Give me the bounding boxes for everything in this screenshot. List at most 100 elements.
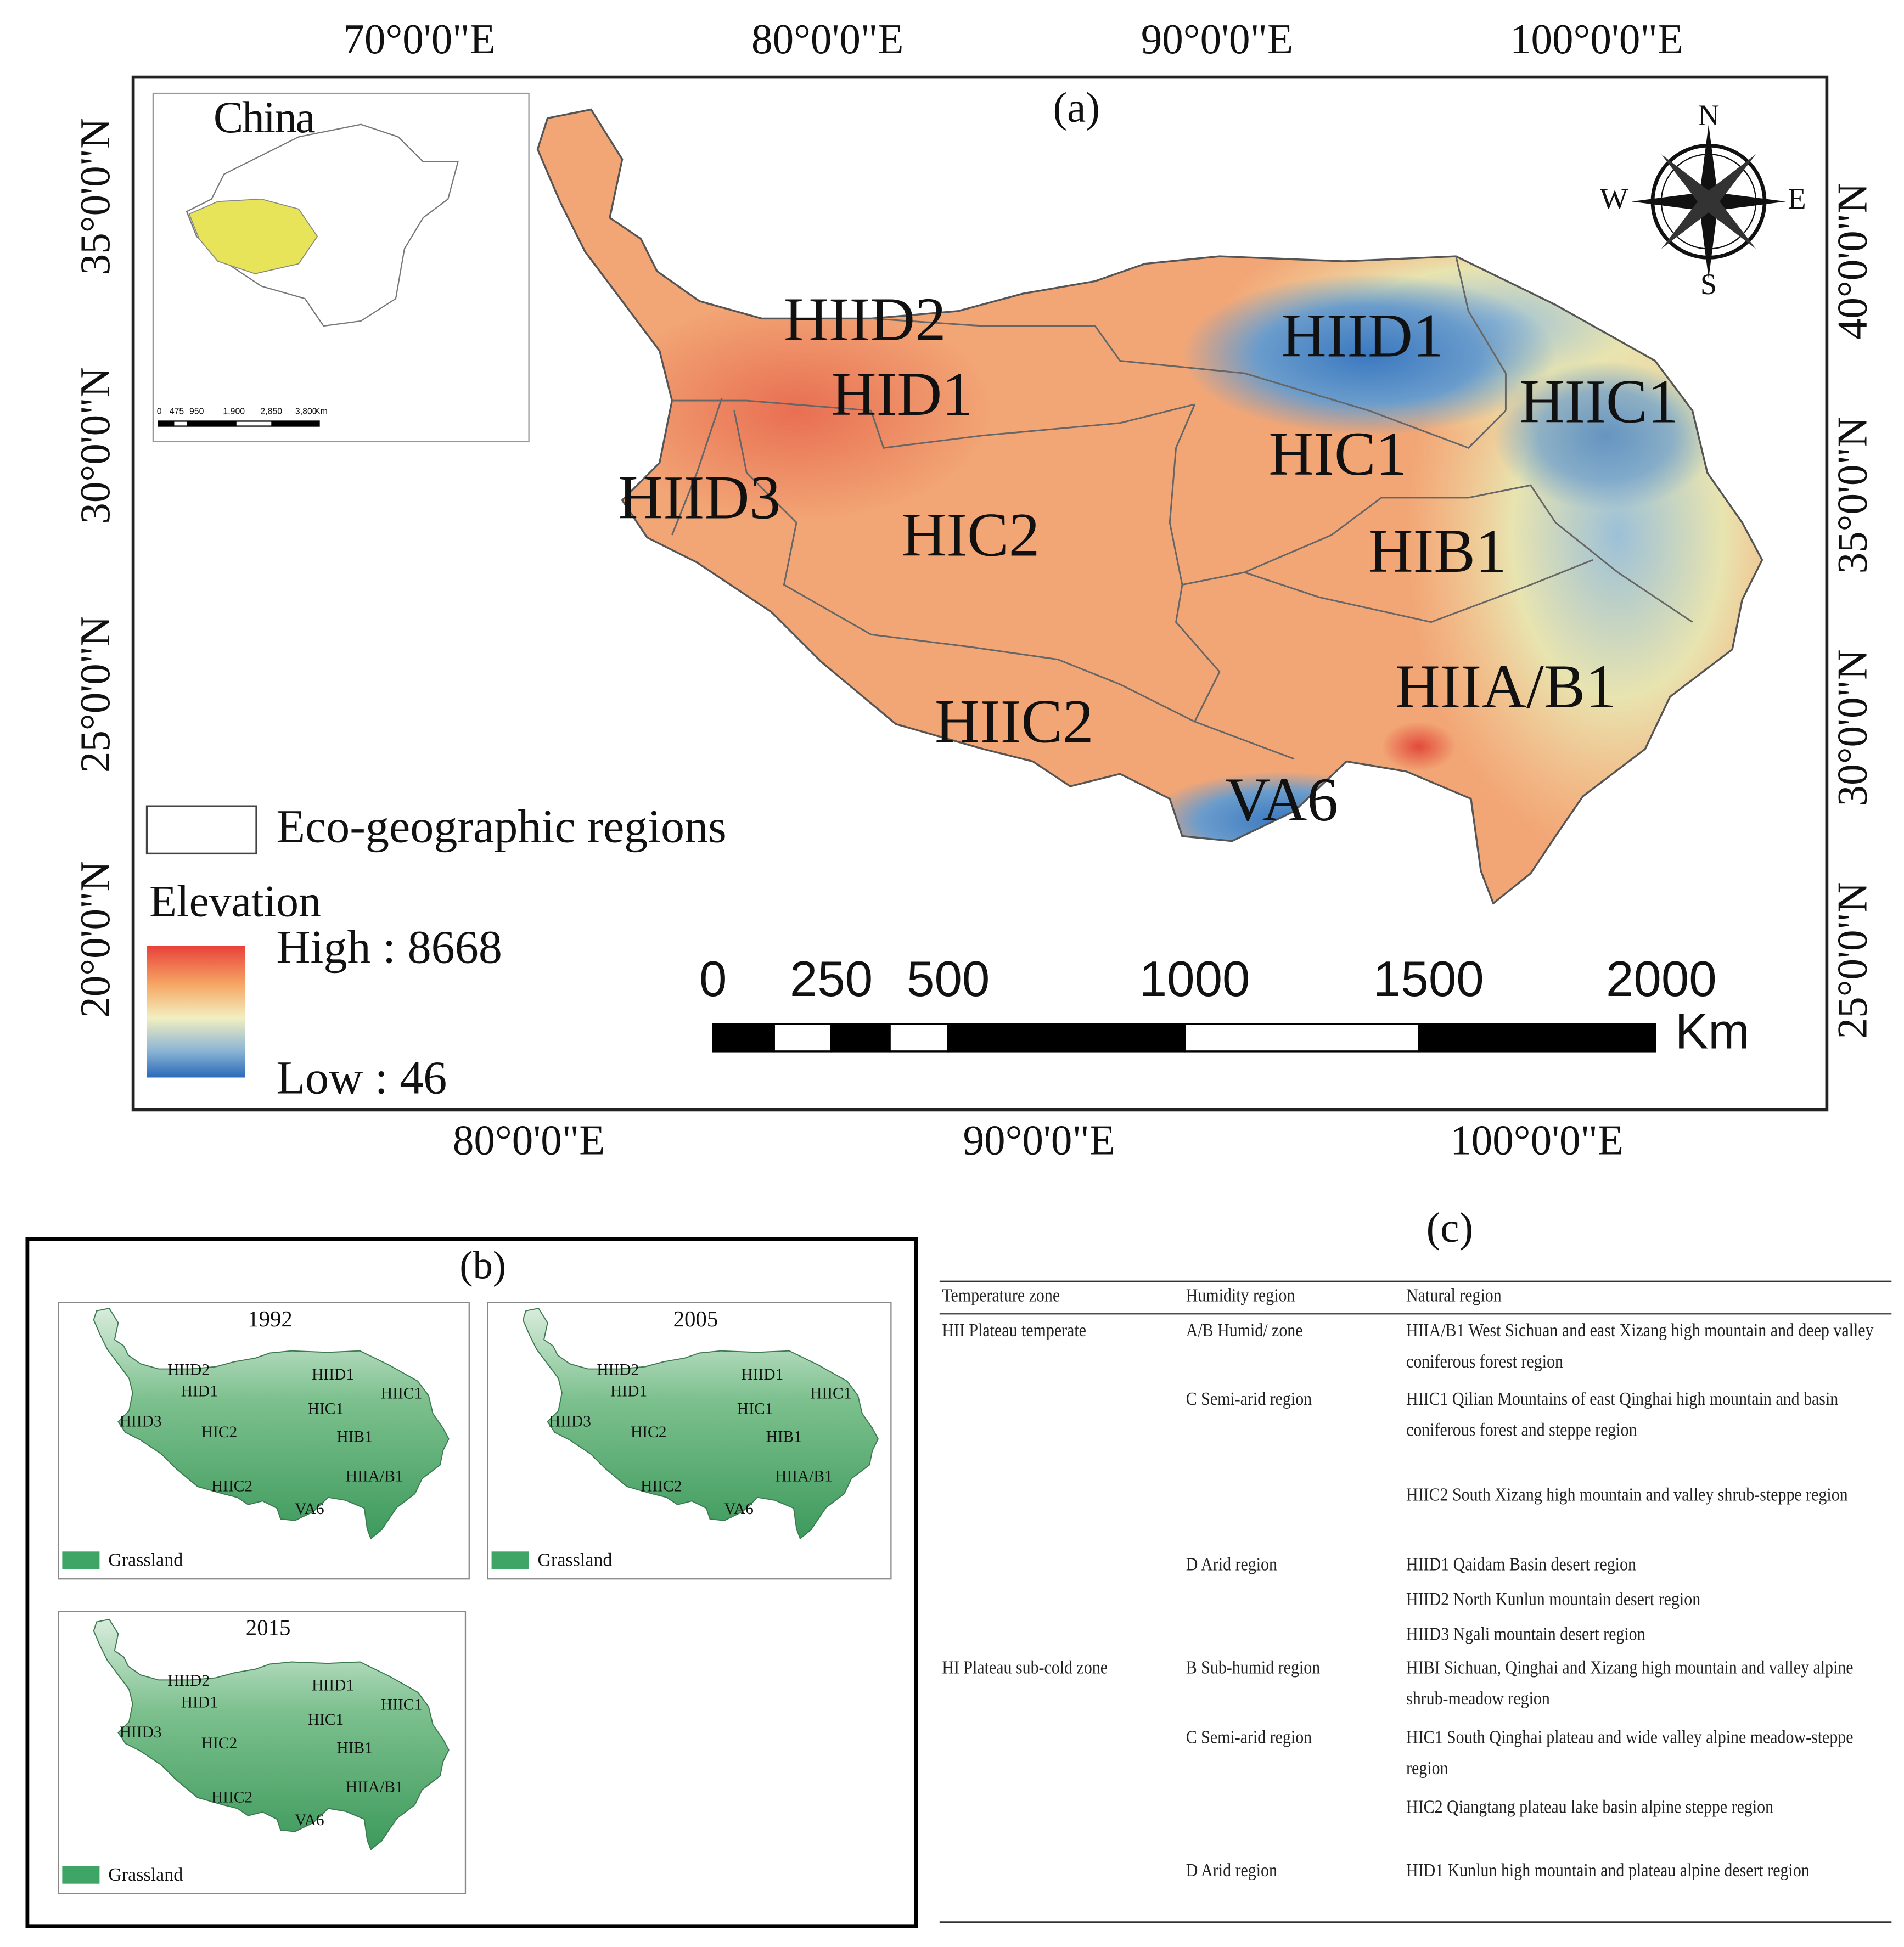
- grassland-key: [62, 1551, 100, 1569]
- region-label: HIID1: [1282, 301, 1444, 370]
- mini-region-label: HIC2: [201, 1423, 238, 1441]
- scale-bar-label: 2000: [1606, 952, 1717, 1007]
- table-cell: A/B Humid/ zone: [1186, 1321, 1303, 1342]
- mini-region-label: HIID2: [167, 1361, 210, 1378]
- region-label: HIIA/B1: [1395, 652, 1616, 721]
- lon-label: 90°0'0"E: [1141, 15, 1293, 63]
- mini-region-label: HIID2: [167, 1672, 210, 1690]
- mini-region-label: VA6: [724, 1500, 754, 1518]
- mini-region-label: HIID3: [120, 1724, 162, 1741]
- mini-region-label: HID1: [181, 1694, 218, 1712]
- grassland-label: Grassland: [108, 1865, 183, 1885]
- compass-label: E: [1788, 182, 1806, 215]
- mini-region-label: HIIA/B1: [775, 1467, 833, 1485]
- inset-scale-label: Km: [314, 407, 328, 417]
- table-cell: D Arid region: [1186, 1555, 1277, 1575]
- mini-region-label: HIB1: [336, 1428, 373, 1446]
- table-cell: HIC2 Qiangtang plateau lake basin alpine…: [1406, 1798, 1774, 1818]
- mini-region-label: HIID1: [312, 1677, 354, 1695]
- lon-label: 100°0'0"E: [1450, 1117, 1624, 1164]
- region-boundaries: [671, 256, 1693, 760]
- lon-label: 100°0'0"E: [1510, 15, 1683, 63]
- table-cell: D Arid region: [1186, 1861, 1277, 1882]
- legend-high: High : 8668: [276, 920, 502, 973]
- inset-scale-label: 0: [157, 407, 162, 417]
- map-year: 1992: [248, 1307, 293, 1331]
- table-cell: HID1 Kunlun high mountain and plateau al…: [1406, 1861, 1810, 1882]
- table-cell: HIIC1 Qilian Mountains of east Qinghai h…: [1406, 1389, 1839, 1441]
- region-label: HIID2: [784, 285, 946, 354]
- region-label: HIIC2: [935, 686, 1094, 756]
- mini-region-label: HID1: [610, 1383, 647, 1400]
- inset: [152, 92, 530, 443]
- boundary-legend-key: [145, 805, 257, 855]
- compass: [1631, 124, 1786, 279]
- table-cell: HII Plateau temperate: [942, 1321, 1086, 1342]
- inset-scale-label: 3,800: [295, 407, 317, 417]
- table-cell: HIIA/B1 West Sichuan and east Xizang hig…: [1406, 1321, 1874, 1372]
- scale-bar-label: 1000: [1139, 952, 1250, 1007]
- lat-label: 30°0'0"N: [1828, 649, 1875, 806]
- scale-bar: [712, 1023, 1656, 1053]
- mini-region-label: HIIC1: [810, 1385, 851, 1403]
- table-cell: Natural region: [1406, 1286, 1502, 1307]
- mini-region-label: HIIA/B1: [346, 1467, 403, 1485]
- mini-region-label: HIIA/B1: [346, 1779, 403, 1796]
- mini-region-label: VA6: [295, 1811, 324, 1829]
- lat-label: 20°0'0"N: [71, 861, 119, 1018]
- lat-label: 25°0'0"N: [1828, 882, 1875, 1039]
- region-label: HIIC1: [1520, 367, 1679, 436]
- scale-bar-unit: Km: [1675, 1004, 1750, 1059]
- lat-label: 25°0'0"N: [71, 616, 119, 773]
- mini-region-label: HIID3: [120, 1413, 162, 1430]
- map-frame: [131, 75, 1829, 1112]
- lat-label: 40°0'0"N: [1828, 183, 1875, 340]
- table-cell: Temperature zone: [942, 1286, 1060, 1307]
- mini-region-label: HIIC2: [641, 1478, 682, 1495]
- mini-region-label: HID1: [181, 1383, 218, 1400]
- compass-label: W: [1600, 182, 1628, 215]
- mini-region-label: HIC2: [201, 1735, 238, 1752]
- region-label: HIID3: [618, 463, 780, 532]
- mini-region-label: HIID2: [597, 1361, 639, 1378]
- mini-region-label: VA6: [295, 1500, 324, 1518]
- scale-bar-label: 1500: [1373, 952, 1484, 1007]
- mini-region-label: HIIC2: [211, 1478, 252, 1495]
- table-cell: HIIC2 South Xizang high mountain and val…: [1406, 1485, 1848, 1506]
- panel-label: (c): [1426, 1203, 1474, 1251]
- mini-region-label: HIID1: [312, 1366, 354, 1383]
- inset-scale-label: 475: [170, 407, 184, 417]
- compass-label: S: [1700, 268, 1717, 301]
- lon-label: 70°0'0"E: [343, 15, 495, 63]
- table-cell: HIID3 Ngali mountain desert region: [1406, 1625, 1645, 1645]
- panel-label: (b): [459, 1242, 506, 1287]
- grassland-key: [62, 1866, 100, 1884]
- scale-bar-label: 0: [699, 952, 727, 1007]
- mini-region-label: HIB1: [766, 1428, 802, 1446]
- legend-title: Elevation: [149, 876, 321, 926]
- mini-region-label: HIIC2: [211, 1788, 252, 1806]
- mini-region-label: HIC1: [308, 1400, 344, 1417]
- scale-bar-label: 500: [907, 952, 990, 1007]
- inset-scale-label: 950: [189, 407, 204, 417]
- table-cell: Humidity region: [1186, 1286, 1295, 1307]
- panel-b-frame: [25, 1237, 918, 1928]
- elevation-ramp: [147, 946, 245, 1078]
- region-label: HIC2: [902, 500, 1040, 569]
- legend-low: Low : 46: [276, 1051, 447, 1104]
- mini-region-label: HIIC1: [381, 1385, 422, 1403]
- mini-region-label: HIC2: [631, 1423, 667, 1441]
- grassland-key: [491, 1551, 529, 1569]
- map-year: 2005: [673, 1307, 718, 1331]
- region-label: HIC1: [1268, 419, 1407, 488]
- mini-region-label: HIB1: [336, 1739, 373, 1757]
- region-label: HIB1: [1368, 516, 1507, 586]
- region-label: VA6: [1225, 765, 1338, 834]
- table-cell: HI Plateau sub-cold zone: [942, 1658, 1108, 1679]
- table-cell: B Sub-humid region: [1186, 1658, 1321, 1679]
- mini-region-label: HIC1: [308, 1711, 344, 1729]
- mini-region-label: HIID1: [741, 1366, 783, 1383]
